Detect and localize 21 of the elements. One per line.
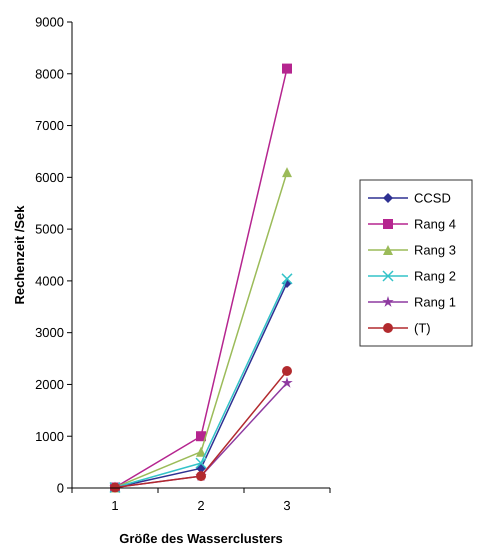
legend-label: Rang 1 xyxy=(414,294,456,310)
y-tick-label: 9000 xyxy=(35,14,64,30)
x-axis-title: Größe des Wasserclusters xyxy=(119,531,283,546)
y-tick-label: 5000 xyxy=(35,222,64,237)
y-tick-label: 6000 xyxy=(35,170,64,185)
y-axis-title: Rechenzeit /Sek xyxy=(12,204,27,304)
legend-label: CCSD xyxy=(414,190,451,206)
y-tick-label: 4000 xyxy=(35,273,64,288)
legend-label: Rang 3 xyxy=(414,242,456,258)
y-tick-label: 1000 xyxy=(35,428,64,444)
y-tick-label: 3000 xyxy=(35,325,64,340)
y-tick-label: 7000 xyxy=(35,118,64,134)
x-tick-label: 2 xyxy=(197,498,205,513)
y-tick-label: 8000 xyxy=(35,66,64,82)
legend-label: (T) xyxy=(414,320,431,336)
y-tick-label: 0 xyxy=(56,480,64,496)
x-tick-label: 1 xyxy=(111,498,119,513)
legend-label: Rang 2 xyxy=(414,268,456,284)
y-tick-label: 2000 xyxy=(35,376,64,392)
legend-label: Rang 4 xyxy=(414,216,456,232)
x-tick-label: 3 xyxy=(283,498,291,513)
